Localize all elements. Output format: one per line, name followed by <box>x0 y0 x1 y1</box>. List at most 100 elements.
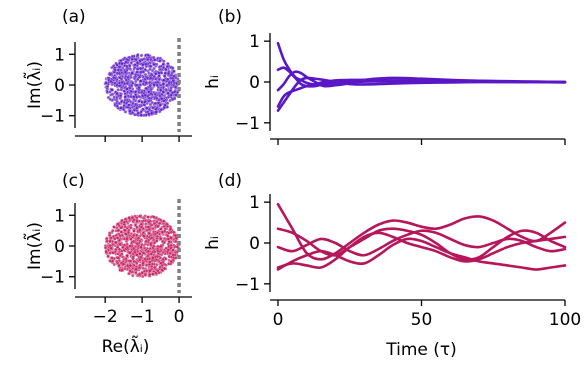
eigenvalue-point <box>173 233 178 238</box>
eigenvalue-point <box>147 89 151 94</box>
eigenvalue-point <box>129 237 133 242</box>
eigenvalue-point <box>130 111 135 115</box>
eigenvalue-point <box>137 272 142 276</box>
panel-b: (b) −1 0 1 hᵢ <box>203 7 567 145</box>
y-axis-label: Im(λ̃ᵢ) <box>23 222 45 270</box>
eigenvalue-point <box>122 220 127 225</box>
eigenvalue-point <box>161 65 166 70</box>
eigenvalue-point <box>123 110 128 114</box>
eigenvalue-point <box>117 238 122 243</box>
eigenvalue-point <box>126 75 130 80</box>
eigenvalue-point <box>158 265 162 269</box>
eigenvalue-point <box>117 263 121 268</box>
eigenvalue-point <box>144 81 149 85</box>
y-tick-label: −1 <box>235 114 260 134</box>
eigenvalue-point <box>132 218 136 222</box>
eigenvalue-point <box>145 268 149 273</box>
y-tick-label: 1 <box>54 206 65 226</box>
x-tick-label: −2 <box>93 307 118 327</box>
eigenvalue-point <box>157 65 162 69</box>
eigenvalue-point <box>106 254 110 258</box>
eigenvalue-point <box>159 244 163 249</box>
y-tick-label: 0 <box>54 237 65 257</box>
eigenvalue-point <box>111 251 116 255</box>
y-axis-label: hᵢ <box>203 75 223 89</box>
eigenvalue-point <box>141 82 145 86</box>
eigenvalue-point <box>135 219 139 224</box>
eigenvalue-point <box>131 239 136 244</box>
eigenvalue-point <box>111 75 116 80</box>
eigenvalue-point <box>142 57 147 61</box>
eigenvalue-point <box>166 237 171 241</box>
eigenvalue-point <box>127 251 132 255</box>
eigenvalue-point <box>115 104 119 108</box>
eigenvalue-point <box>138 66 143 71</box>
eigenvalue-point <box>155 239 159 243</box>
eigenvalue-point <box>158 88 163 93</box>
eigenvalue-point <box>150 100 154 105</box>
eigenvalue-point <box>123 224 127 229</box>
eigenvalue-points <box>103 52 181 118</box>
eigenvalue-point <box>121 262 126 266</box>
eigenvalue-point <box>135 225 139 229</box>
eigenvalue-point <box>125 81 130 86</box>
eigenvalue-point <box>166 234 170 238</box>
eigenvalue-point <box>132 263 136 267</box>
eigenvalue-point <box>166 248 171 252</box>
eigenvalue-point <box>166 91 171 95</box>
eigenvalue-point <box>135 233 139 237</box>
eigenvalue-point <box>139 79 143 83</box>
eigenvalue-point <box>146 53 150 57</box>
eigenvalue-point <box>118 242 122 247</box>
eigenvalue-point <box>152 55 156 60</box>
eigenvalue-point <box>142 234 146 238</box>
eigenvalue-point <box>132 229 136 233</box>
eigenvalue-point <box>128 269 132 273</box>
eigenvalue-point <box>157 109 162 114</box>
eigenvalue-point <box>167 80 171 85</box>
eigenvalue-point <box>161 62 165 66</box>
eigenvalue-point <box>162 236 167 241</box>
eigenvalue-point <box>114 240 118 245</box>
eigenvalue-point <box>131 256 135 261</box>
eigenvalue-point <box>165 101 170 106</box>
series-line-1 <box>276 202 567 261</box>
eigenvalue-point <box>110 88 114 92</box>
eigenvalue-point <box>137 214 142 219</box>
eigenvalue-point <box>152 250 157 254</box>
eigenvalue-point <box>148 67 152 71</box>
eigenvalue-point <box>119 88 124 92</box>
eigenvalue-point <box>152 83 156 87</box>
eigenvalue-point <box>128 263 133 268</box>
eigenvalue-point <box>138 58 142 63</box>
eigenvalue-point <box>149 111 154 115</box>
eigenvalue-point <box>172 69 176 74</box>
eigenvalue-point <box>129 89 133 94</box>
series-line-2 <box>276 227 567 261</box>
eigenvalue-point <box>141 216 146 220</box>
eigenvalue-point <box>169 246 173 250</box>
eigenvalue-point <box>171 253 176 257</box>
eigenvalue-point <box>160 97 164 101</box>
eigenvalue-point <box>153 92 157 96</box>
eigenvalue-point <box>171 78 176 83</box>
eigenvalue-point <box>116 222 120 226</box>
y-axis-label: Im(λ̃ᵢ) <box>23 61 45 109</box>
eigenvalue-points <box>103 213 181 279</box>
eigenvalue-point <box>124 78 128 82</box>
eigenvalue-point <box>147 231 151 236</box>
eigenvalue-point <box>124 60 128 64</box>
eigenvalue-point <box>136 111 141 115</box>
eigenvalue-point <box>130 71 134 75</box>
eigenvalue-point <box>109 79 113 84</box>
eigenvalue-point <box>126 230 131 235</box>
eigenvalue-point <box>169 230 174 235</box>
series-line-4 <box>276 231 567 270</box>
eigenvalue-point <box>139 53 144 58</box>
eigenvalue-point <box>115 245 120 249</box>
y-axis-label: hᵢ <box>203 236 223 250</box>
eigenvalue-point <box>116 68 121 72</box>
eigenvalue-point <box>151 215 156 219</box>
eigenvalue-point <box>156 224 160 229</box>
y-tick-label: −1 <box>235 275 260 295</box>
